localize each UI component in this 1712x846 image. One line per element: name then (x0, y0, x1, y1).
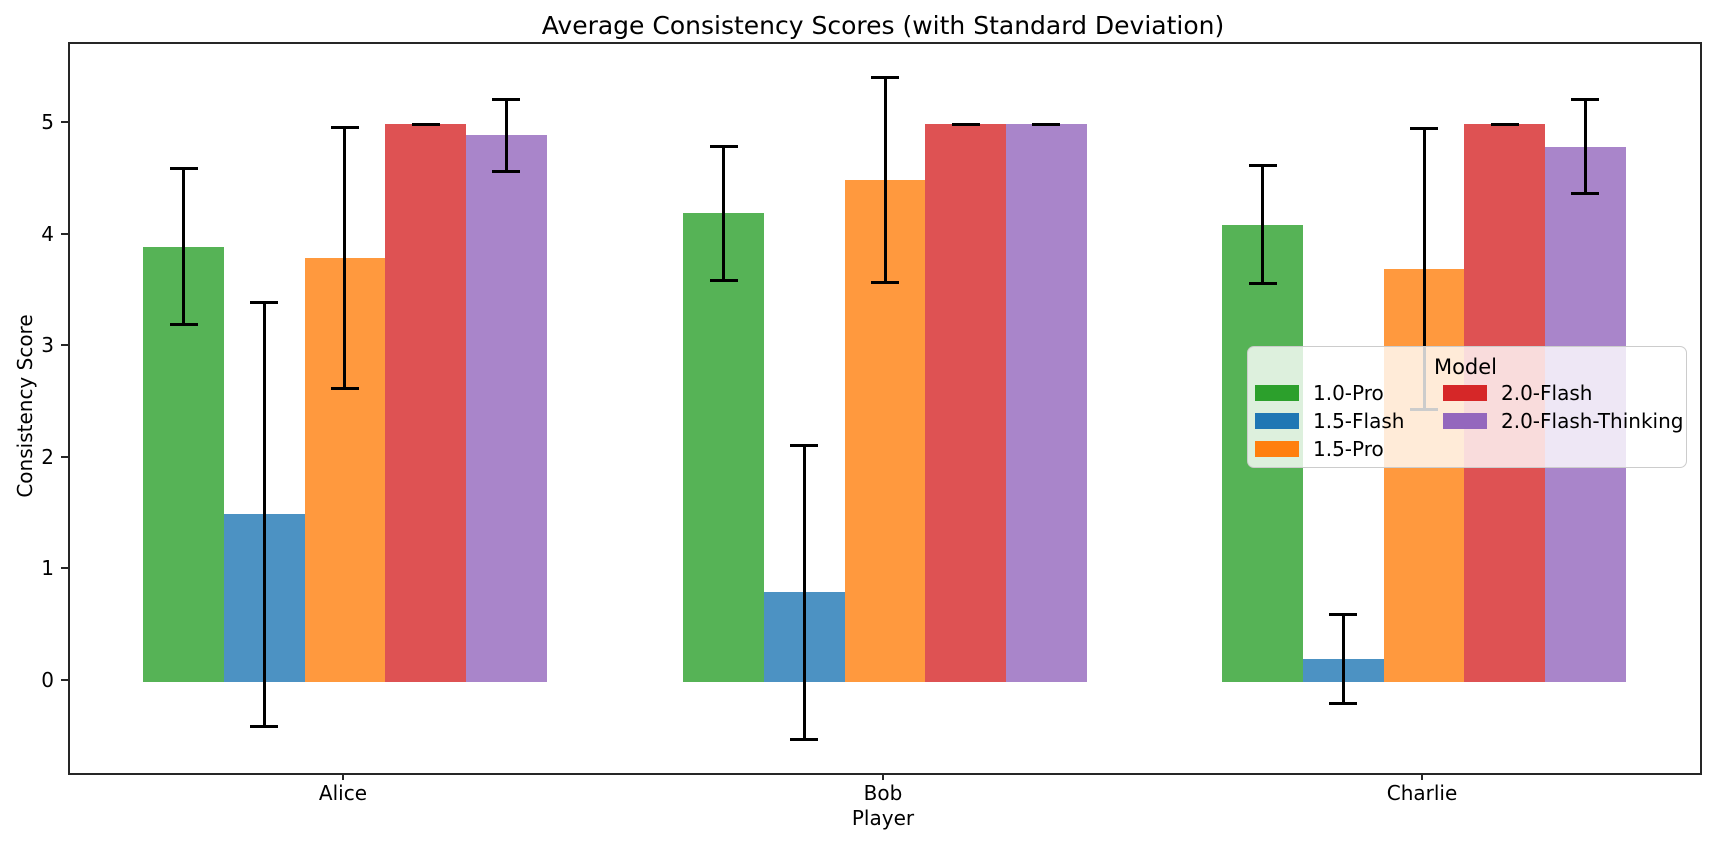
error-bar-cap (790, 738, 819, 742)
error-bar-1.0-Pro-Bob (722, 146, 726, 281)
y-tick-mark (61, 344, 68, 347)
error-bar-1.5-Flash-Alice (262, 302, 266, 727)
legend-column: 2.0-Flash 2.0-Flash-Thinking (1443, 379, 1683, 463)
error-bar-cap (1571, 98, 1600, 102)
x-tick-mark (341, 773, 344, 780)
bar-1.0-Pro-Bob (683, 213, 764, 682)
x-axis-label: Player (851, 806, 915, 830)
y-tick-mark (61, 455, 68, 458)
y-tick-label: 3 (41, 333, 54, 358)
error-bar-cap (250, 724, 279, 728)
legend-label: 2.0-Flash-Thinking (1501, 409, 1684, 433)
y-tick-label: 0 (41, 667, 54, 692)
error-bar-1.5-Pro-Bob (883, 77, 887, 283)
error-bar-1.5-Pro-Alice (343, 127, 347, 389)
error-bar-cap (492, 169, 521, 173)
bar-2.0-Flash-Bob (925, 124, 1007, 682)
error-bar-cap (169, 323, 198, 327)
error-bar-cap (169, 167, 198, 171)
error-bar-cap (1248, 282, 1277, 286)
legend-swatch (1255, 441, 1299, 457)
error-bar-1.0-Pro-Charlie (1261, 165, 1265, 284)
y-tick-label: 5 (41, 110, 54, 135)
error-bar-cap (1329, 613, 1358, 617)
error-bar-cap (1032, 122, 1061, 126)
y-tick-label: 2 (41, 444, 54, 469)
x-tick-label-Alice: Alice (318, 781, 368, 805)
y-tick-mark (61, 567, 68, 570)
legend-swatch (1255, 413, 1299, 429)
legend-item-2.0-Flash-Thinking: 2.0-Flash-Thinking (1443, 407, 1683, 435)
error-bar-cap (871, 281, 899, 285)
error-bar-2.0-Flash-Thinking-Alice (504, 99, 508, 172)
legend-column: 1.0-Pro 1.5-Flash 1.5-Pro (1255, 379, 1443, 463)
legend-label: 2.0-Flash (1501, 381, 1593, 405)
x-tick-label-Charlie: Charlie (1386, 781, 1458, 805)
error-bar-cap (1329, 702, 1358, 706)
y-tick-mark (61, 678, 68, 681)
legend-swatch (1443, 385, 1487, 401)
legend-item-2.0-Flash: 2.0-Flash (1443, 379, 1683, 407)
legend-label: 1.0-Pro (1313, 381, 1384, 405)
error-bar-cap (951, 122, 980, 126)
legend-label: 1.5-Flash (1313, 409, 1405, 433)
error-bar-cap (250, 301, 279, 305)
error-bar-cap (790, 443, 819, 447)
chart-title: Average Consistency Scores (with Standar… (541, 11, 1225, 40)
error-bar-cap (492, 98, 521, 102)
x-tick-label-Bob: Bob (863, 781, 903, 805)
error-bar-cap (871, 75, 899, 79)
legend-label: 1.5-Pro (1313, 437, 1384, 461)
error-bar-cap (330, 386, 359, 390)
error-bar-cap (709, 145, 738, 149)
y-tick-label: 4 (41, 221, 54, 246)
error-bar-2.0-Flash-Thinking-Charlie (1583, 99, 1587, 194)
legend-title: Model (1433, 355, 1498, 379)
error-bar-cap (1248, 164, 1277, 167)
error-bar-cap (411, 122, 440, 126)
error-bar-cap (709, 278, 738, 282)
legend-item-1.0-Pro: 1.0-Pro (1255, 379, 1443, 407)
legend-item-1.5-Pro: 1.5-Pro (1255, 435, 1443, 463)
x-tick-mark (1421, 773, 1424, 780)
y-tick-label: 1 (41, 556, 54, 581)
bar-2.0-Flash-Alice (385, 124, 467, 682)
bar-2.0-Flash-Thinking-Bob (1006, 124, 1087, 682)
error-bar-1.5-Flash-Charlie (1341, 614, 1345, 704)
error-bar-cap (1410, 127, 1439, 131)
error-bar-cap (330, 126, 359, 130)
y-tick-mark (61, 232, 68, 235)
y-tick-mark (61, 121, 68, 124)
error-bar-1.5-Pro-Charlie (1422, 128, 1426, 410)
error-bar-cap (1490, 122, 1519, 126)
error-bar-1.0-Pro-Alice (182, 168, 186, 325)
x-tick-mark (882, 773, 884, 780)
legend: Model 1.0-Pro 1.5-Flash 1.5-Pro 2.0-Flash 2.… (1247, 346, 1687, 468)
error-bar-1.5-Flash-Bob (802, 445, 806, 740)
legend-swatch (1255, 385, 1299, 401)
legend-swatch (1443, 413, 1487, 429)
legend-columns: 1.0-Pro 1.5-Flash 1.5-Pro 2.0-Flash 2.0-Flas… (1255, 379, 1683, 463)
error-bar-cap (1571, 191, 1600, 195)
bar-2.0-Flash-Thinking-Alice (466, 135, 547, 682)
legend-item-1.5-Flash: 1.5-Flash (1255, 407, 1443, 435)
